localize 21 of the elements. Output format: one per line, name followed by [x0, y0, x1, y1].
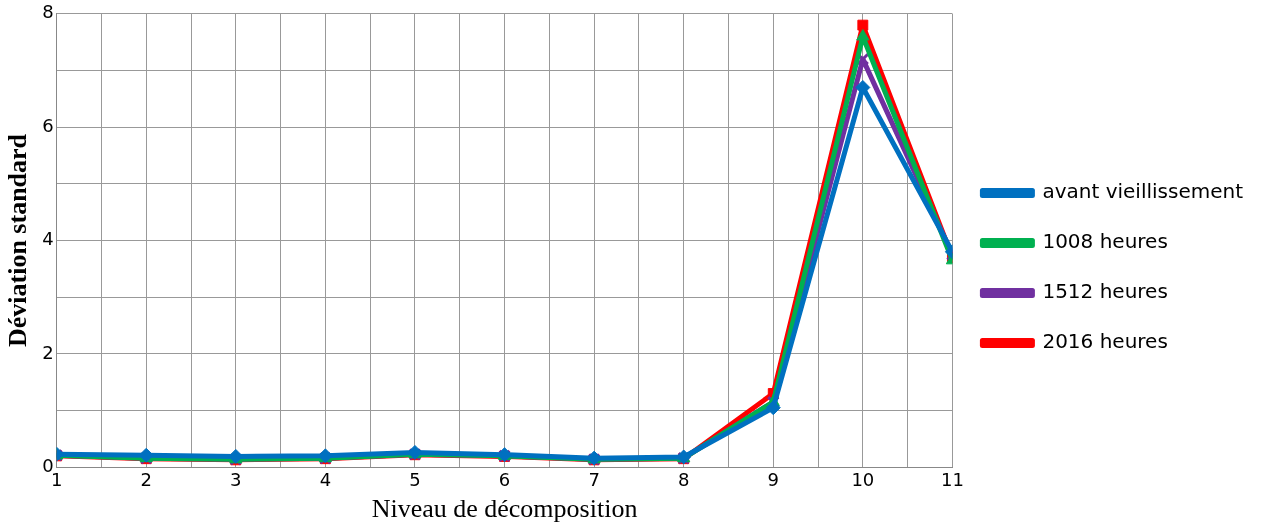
- x-tick-label: 11: [940, 468, 964, 490]
- legend-label: 1008 heures: [1042, 229, 1168, 254]
- x-tick-label: 5: [409, 468, 421, 490]
- x-tick-label: 4: [319, 468, 332, 490]
- y-tick-label: 4: [42, 228, 54, 250]
- x-tick-label: 9: [767, 468, 779, 490]
- legend-label: avant vieillissement: [1042, 179, 1244, 204]
- y-tick-label: 6: [42, 114, 54, 136]
- x-axis-title: Niveau de décomposition: [371, 494, 638, 524]
- x-tick-label: 2: [140, 468, 152, 490]
- y-tick-label: 2: [42, 341, 54, 363]
- x-tick-label: 8: [677, 468, 690, 490]
- x-tick-label: 3: [230, 468, 242, 490]
- y-tick-label: 8: [42, 1, 54, 23]
- x-tick-label: 6: [498, 468, 511, 490]
- x-tick-label: 7: [588, 468, 600, 490]
- x-tick-label: 10: [851, 468, 875, 490]
- legend-label: 1512 heures: [1042, 279, 1168, 304]
- y-axis-title: Déviation standard: [3, 133, 33, 348]
- legend-label: 2016 heures: [1042, 329, 1168, 354]
- y-tick-label: 0: [42, 454, 54, 476]
